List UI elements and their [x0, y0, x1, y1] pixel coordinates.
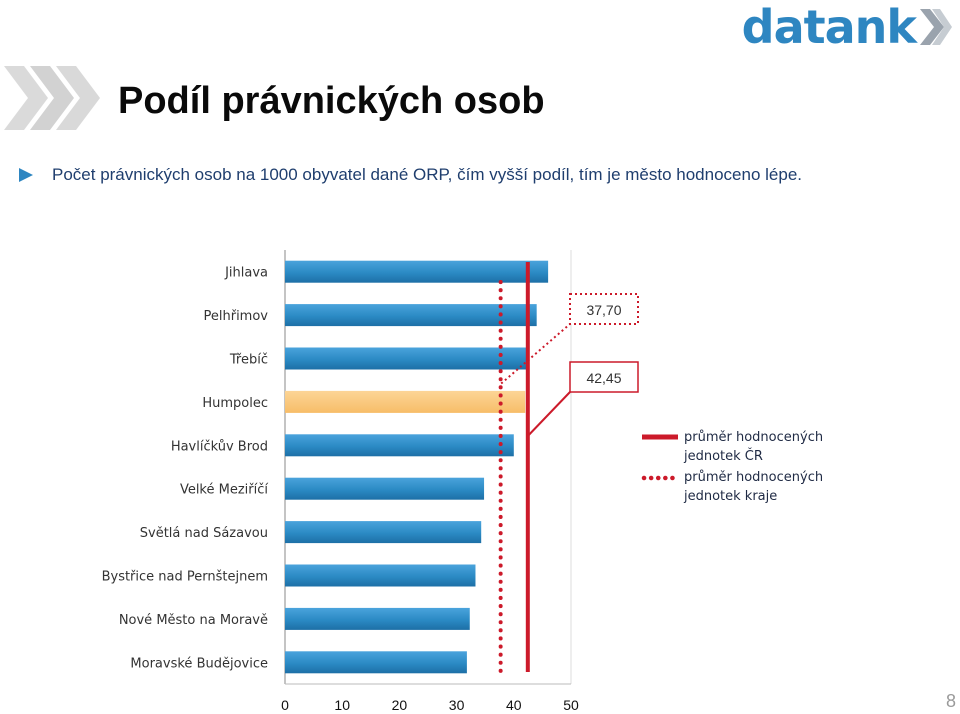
x-tick-label: 50 [563, 697, 579, 713]
region-average-value-label: 37,70 [586, 302, 621, 318]
x-tick-label: 20 [392, 697, 408, 713]
legend-country-label: jednotek ČR [683, 448, 763, 464]
x-tick-label: 10 [334, 697, 350, 713]
category-label: Bystřice nad Pernštejnem [102, 570, 268, 585]
legend-country-label: průměr hodnocených [684, 430, 823, 445]
region-average-callout-pointer [499, 308, 571, 385]
page-number: 8 [945, 691, 956, 711]
bar-3 [285, 390, 526, 413]
bar-1 [285, 304, 537, 327]
bar-5 [285, 477, 485, 500]
bar-2 [285, 347, 529, 370]
country-average-callout-box [569, 361, 639, 393]
legend-region-label: průměr hodnocených [684, 470, 823, 485]
bar-6 [285, 521, 482, 544]
datank-logo: datank [742, 0, 952, 54]
bar-9 [285, 651, 467, 674]
category-label: Světlá nad Sázavou [140, 526, 268, 541]
bar-8 [285, 607, 470, 630]
x-tick-label: 0 [281, 697, 289, 713]
bar-4 [285, 434, 514, 457]
category-label: Nové Město na Moravě [119, 613, 268, 628]
bar-0 [285, 260, 549, 283]
bullet-triangle-icon [19, 168, 33, 182]
bar-7 [285, 564, 476, 587]
country-average-value-label: 42,45 [586, 370, 621, 386]
logo-text: datank [741, 0, 917, 54]
legend-region-label: jednotek kraje [683, 489, 777, 504]
page-title: Podíl právnických osob [118, 80, 545, 122]
subtitle-row: Počet právnických osob na 1000 obyvatel … [18, 162, 802, 188]
category-label: Pelhřimov [204, 309, 269, 324]
country-average-callout-pointer [527, 391, 571, 437]
x-tick-label: 30 [449, 697, 465, 713]
category-label: Humpolec [202, 396, 268, 411]
category-label: Moravské Budějovice [130, 656, 268, 671]
category-label: Jihlava [224, 266, 268, 281]
category-label: Havlíčkův Brod [171, 439, 268, 454]
category-label: Třebíč [229, 353, 268, 368]
category-label: Velké Meziříčí [180, 483, 268, 498]
title-chevrons-icon [4, 66, 100, 130]
x-tick-label: 40 [506, 697, 522, 713]
subtitle-text: Počet právnických osob na 1000 obyvatel … [52, 165, 803, 184]
logo-chevron-icon [920, 9, 952, 45]
